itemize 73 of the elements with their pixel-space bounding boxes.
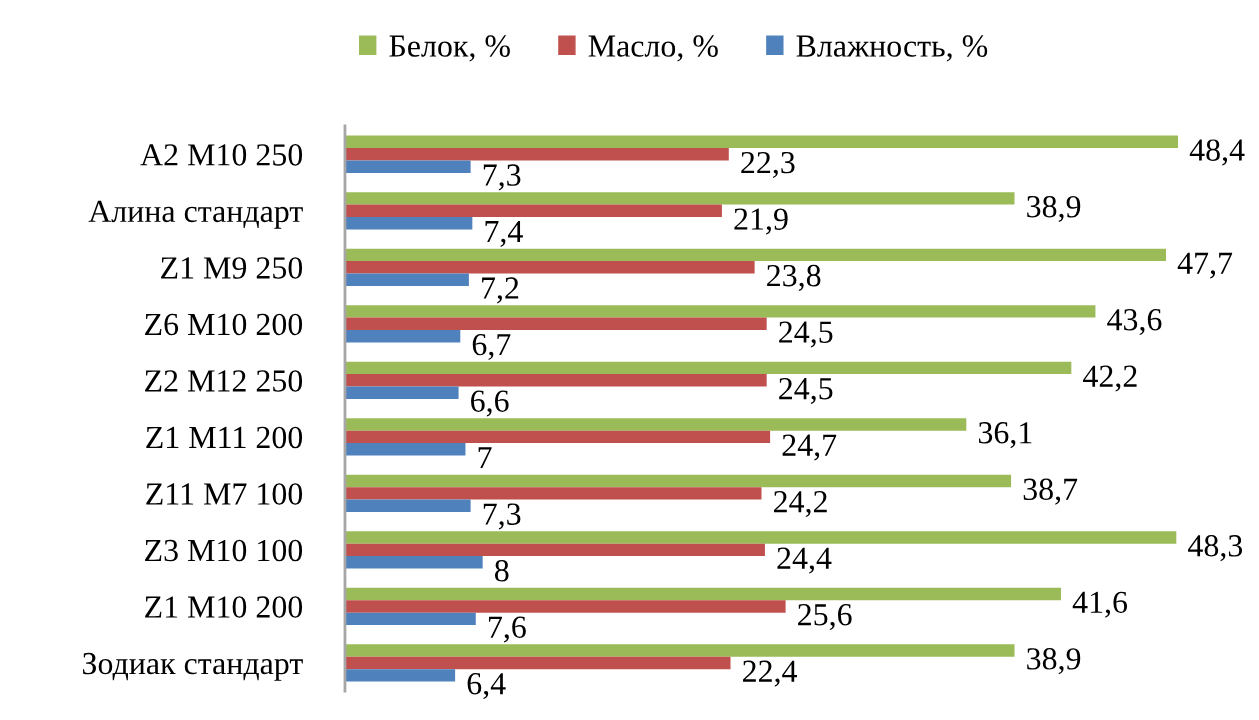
- bar: [344, 499, 471, 513]
- data-label: 36,1: [978, 422, 1032, 449]
- legend-label: Белок, %: [389, 35, 510, 62]
- data-label: 24,7: [782, 434, 837, 461]
- bar: [344, 248, 1166, 262]
- bar: [344, 430, 771, 444]
- bar: [344, 487, 762, 500]
- data-label: 7,3: [483, 503, 521, 530]
- data-label: 7,3: [483, 164, 521, 191]
- y-tick-label: A2 M10 250: [140, 144, 303, 166]
- bar: [344, 361, 1072, 375]
- bar: [344, 305, 1096, 318]
- y-tick-label: Z3 M10 100: [145, 539, 303, 562]
- data-label: 25,6: [798, 604, 852, 631]
- bar: [344, 217, 473, 230]
- data-label: 6,6: [471, 390, 509, 417]
- bar: [344, 669, 456, 682]
- y-tick-label: Зодиак стандарт: [82, 652, 303, 681]
- data-label: 7,6: [489, 616, 526, 643]
- bar: [344, 600, 786, 613]
- data-label: 7,2: [482, 277, 519, 304]
- bar: [344, 556, 483, 569]
- data-label: 24,5: [779, 321, 833, 348]
- data-label: 42,2: [1083, 365, 1137, 392]
- bar: [344, 531, 1177, 544]
- y-tick-label: Z1 M10 200: [145, 596, 303, 618]
- bar: [344, 135, 1179, 149]
- bar: [344, 656, 731, 670]
- bar: [344, 273, 469, 286]
- data-label: 41,6: [1072, 591, 1128, 618]
- bar: [344, 330, 461, 343]
- data-label: 23,8: [767, 264, 821, 291]
- y-tick-label: Z1 M11 200: [146, 426, 303, 449]
- bar: [344, 543, 765, 557]
- bar: [344, 644, 1015, 657]
- bar: [344, 612, 476, 626]
- data-label: 38,9: [1027, 648, 1081, 675]
- data-label: 43,6: [1107, 309, 1162, 336]
- bar: [344, 374, 767, 387]
- data-label: 21,9: [734, 208, 788, 235]
- data-label: 38,9: [1027, 195, 1081, 223]
- bar: [344, 587, 1061, 601]
- data-label: 22,4: [743, 660, 798, 687]
- y-tick-label: Алина стандарт: [88, 200, 303, 229]
- bar: [344, 418, 967, 431]
- y-tick-label: Z11 M7 100: [146, 483, 303, 505]
- data-label: 7: [478, 447, 492, 469]
- data-label: 48,3: [1188, 535, 1243, 562]
- bar: [344, 386, 459, 399]
- legend-label: Влажность, %: [796, 35, 988, 62]
- bar: [344, 160, 471, 173]
- data-label: 8: [494, 559, 509, 582]
- bar: [344, 474, 1012, 488]
- bar: [344, 317, 767, 331]
- data-label: 6,4: [467, 673, 506, 700]
- y-tick-label: Z6 M10 200: [145, 313, 303, 336]
- data-label: 22,3: [741, 151, 795, 178]
- data-label: 38,7: [1023, 478, 1078, 505]
- data-label: 24,2: [774, 491, 827, 518]
- data-label: 47,7: [1177, 252, 1233, 279]
- bar: [344, 148, 729, 161]
- bar: [344, 204, 722, 217]
- bar: [344, 443, 466, 456]
- data-label: 24,4: [777, 547, 832, 574]
- bar: [344, 261, 755, 274]
- bar: [344, 192, 1015, 205]
- y-tick-label: Z2 M12 250: [145, 370, 303, 392]
- data-label: 48,4: [1189, 139, 1245, 166]
- data-label: 6,7: [472, 333, 511, 360]
- legend-label: Масло, %: [588, 35, 718, 62]
- data-label: 7,4: [485, 220, 523, 247]
- y-tick-label: Z1 M9 250: [161, 257, 303, 279]
- data-label: 24,5: [779, 377, 833, 405]
